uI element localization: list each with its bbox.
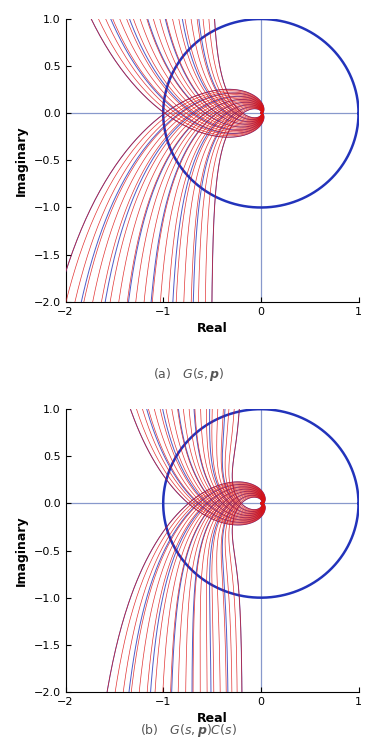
X-axis label: Real: Real bbox=[197, 712, 227, 725]
Text: (a)   $G(s,\boldsymbol{p})$: (a) $G(s,\boldsymbol{p})$ bbox=[153, 366, 224, 382]
Y-axis label: Imaginary: Imaginary bbox=[15, 125, 28, 196]
Text: (b)   $G(s,\boldsymbol{p})C(s)$: (b) $G(s,\boldsymbol{p})C(s)$ bbox=[140, 722, 237, 739]
X-axis label: Real: Real bbox=[197, 322, 227, 335]
Y-axis label: Imaginary: Imaginary bbox=[15, 516, 28, 586]
